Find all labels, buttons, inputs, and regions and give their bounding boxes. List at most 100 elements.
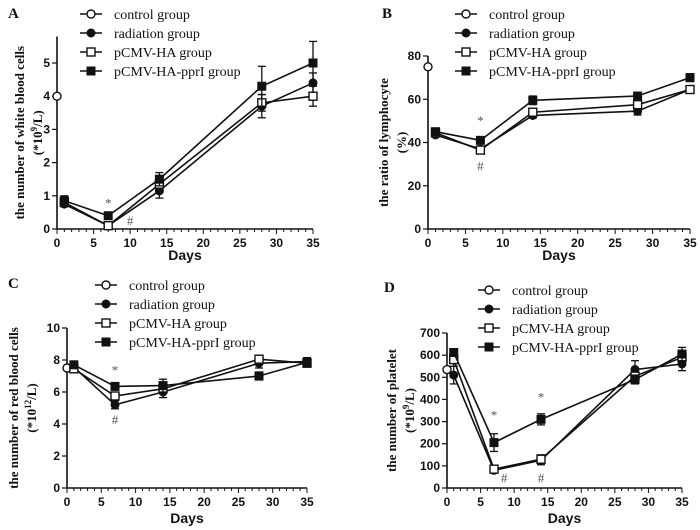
data-point [536,454,546,464]
series-line [452,356,683,471]
legend-item: control group [478,284,588,299]
legend-marker-open-circle [86,9,96,19]
x-tick-label: 15 [541,495,555,509]
x-tick-label: 30 [646,236,660,250]
y-tick-label: 0 [433,481,440,495]
series-control-group [423,62,433,72]
x-tick-label: 25 [233,236,247,250]
y-tick-label: 2 [43,156,50,170]
data-point [308,58,318,68]
series-pcmv-ha-ppri-group [449,346,687,453]
y-tick-label: 400 [420,392,440,406]
series-radiation-group [449,356,687,475]
data-point [52,91,62,101]
x-tick-label: 30 [270,236,284,250]
y-tick-label: 8 [53,353,60,367]
data-point [449,347,459,357]
legend-item: pCMV-HA-pprI group [80,65,241,80]
x-axis-title: Days [170,510,204,526]
x-tick-label: 10 [507,495,521,509]
series-control-group [52,91,62,101]
series-pcmv-ha-ppri-group [430,73,695,145]
data-point [308,91,318,101]
y-tick-label: 700 [420,326,440,340]
data-point [302,357,312,367]
legend-marker-filled-square [484,342,494,352]
x-tick-label: 10 [129,495,143,509]
y-tick-label: 0 [414,222,421,236]
legend-label: pCMV-HA-pprI group [512,341,639,356]
series-line [64,62,314,217]
y-tick-label: 500 [420,370,440,384]
data-point [632,99,643,110]
x-axis-title: Days [548,510,582,526]
x-tick-label: 15 [534,236,548,250]
data-point [442,364,452,375]
legend-label: radiation group [489,27,575,42]
series-pcmv-ha-group [449,351,687,474]
significance-asterisk: * [105,195,112,210]
x-tick-label: 25 [608,495,622,509]
data-point [536,414,546,424]
data-point [528,95,538,105]
data-point [254,371,264,381]
y-tick-label: 80 [408,49,422,63]
legend: control group radiation group pCMV-HA grou… [80,8,241,80]
y-unit-base: (*10 [402,409,417,433]
legend-marker-filled-circle [86,28,96,38]
significance-hash: # [538,470,545,485]
x-tick-label: 0 [64,495,71,509]
y-tick-label: 10 [47,321,61,335]
y-axis-unit: (*109/L) [401,388,417,433]
legend-label: control group [129,279,205,294]
legend-label: control group [114,8,190,23]
legend-marker-filled-circle [101,299,111,309]
data-point [475,135,485,145]
y-tick-label: 4 [53,417,60,431]
data-point [423,62,433,72]
y-unit-tail: /L) [30,110,45,128]
series-line [63,95,314,227]
data-point [257,81,267,91]
legend-label: pCMV-HA group [489,46,587,61]
significance-hash: # [501,470,508,485]
legend-label: radiation group [114,27,200,42]
data-point [59,196,69,206]
x-tick-label: 15 [163,495,177,509]
legend-label: pCMV-HA group [512,322,610,337]
x-tick-label: 25 [232,495,246,509]
legend-item: control group [80,8,190,23]
y-tick-label: 4 [43,89,50,103]
significance-hash: # [112,412,119,427]
data-point [630,375,640,384]
x-tick-label: 30 [266,495,280,509]
legend-marker-filled-square [101,337,111,347]
legend-marker-open-square [101,318,111,328]
x-tick-label: 25 [608,236,622,250]
legend-label: control group [512,284,588,299]
legend-item: pCMV-HA-pprI group [95,336,256,351]
legend-label: pCMV-HA group [129,317,227,332]
data-point [528,107,538,117]
legend-item: radiation group [478,303,598,318]
legend-item: pCMV-HA group [478,322,610,337]
panel-letter: D [384,280,395,296]
legend-item: pCMV-HA-pprI group [478,341,639,356]
series-pcmv-ha-group [430,84,695,155]
data-point [103,220,113,231]
significance-hash: # [477,159,484,174]
y-unit-base: (*10 [24,409,39,433]
y-tick-label: 100 [420,459,440,473]
significance-asterisk: * [477,113,484,128]
legend-label: radiation group [512,303,598,318]
legend: control group radiation group pCMV-HA grou… [455,8,616,80]
legend-marker-open-circle [461,9,471,19]
panel-letter: C [8,276,19,292]
significance-asterisk: * [491,407,498,422]
series-line [63,82,314,227]
y-unit-base: (*10 [30,131,45,155]
